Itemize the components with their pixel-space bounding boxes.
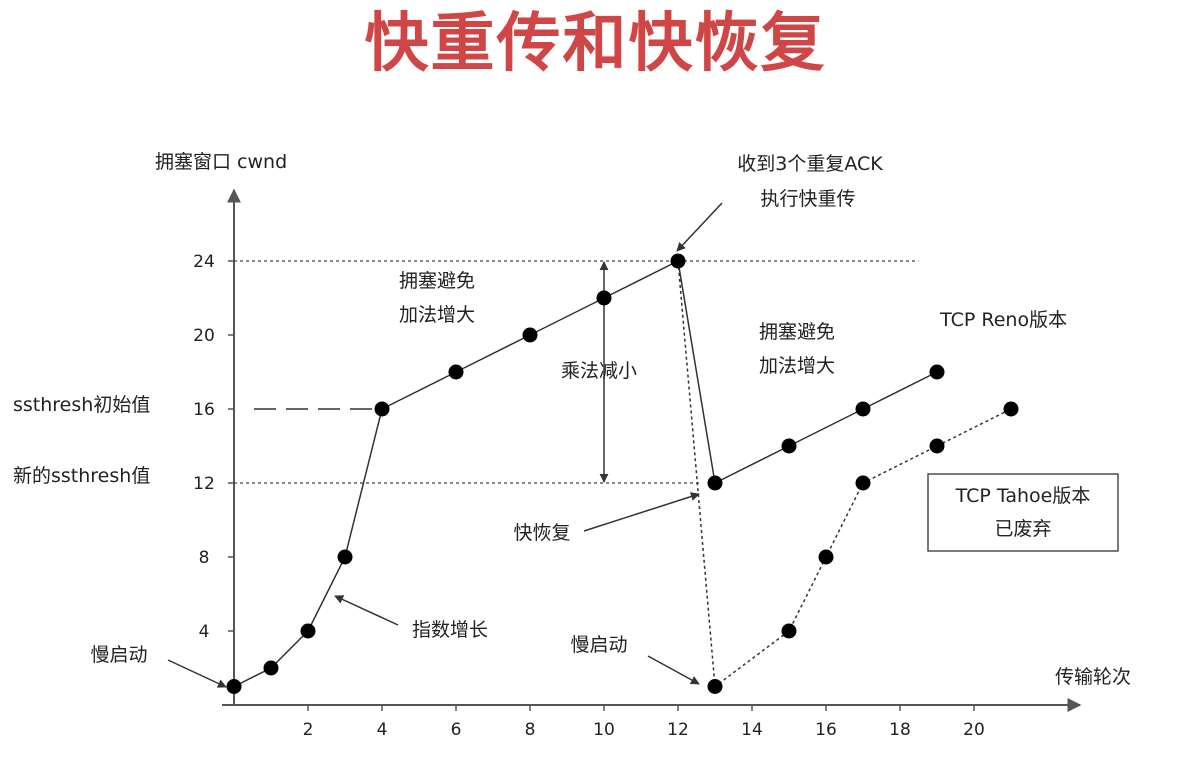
tahoe-legend-line-1: TCP Tahoe版本 <box>955 485 1091 507</box>
tahoe-legend-line-2: 已废弃 <box>994 518 1051 540</box>
reno-data-point <box>855 401 871 417</box>
ca-left-label-1: 拥塞避免 <box>399 270 475 292</box>
tahoe-legend-box <box>927 473 1119 552</box>
x-tick-label: 20 <box>963 720 985 740</box>
x-axis-label: 传输轮次 <box>1055 666 1131 688</box>
y-tick-label: 12 <box>193 474 215 494</box>
tahoe-data-point <box>818 549 834 565</box>
reno-data-point <box>596 290 612 306</box>
reno-data-point <box>374 401 390 417</box>
fast-retransmit-label: 执行快重传 <box>760 188 855 210</box>
x-tick-label: 6 <box>451 720 462 740</box>
slow-start-left-arrow <box>167 659 227 688</box>
tahoe-data-point <box>1003 401 1019 417</box>
exp-growth-arrow <box>334 595 399 626</box>
reno-data-point <box>337 549 353 565</box>
fast-recovery-arrow <box>583 492 700 532</box>
x-tick-label: 18 <box>889 720 911 740</box>
reno-data-point <box>781 438 797 454</box>
reno-series-label: TCP Reno版本 <box>939 309 1067 331</box>
tahoe-data-point <box>781 623 797 639</box>
reno-data-point <box>226 679 242 694</box>
triple-ack-arrow <box>676 202 723 252</box>
slow-start-left-label: 慢启动 <box>90 644 147 666</box>
ca-right-label-2: 加法增大 <box>759 355 835 377</box>
reno-data-point <box>300 623 316 639</box>
y-tick-label: 8 <box>199 548 210 568</box>
y-tick-label: 16 <box>193 400 215 420</box>
tahoe-data-point <box>929 438 945 454</box>
y-axis-label: 拥塞窗口 cwnd <box>155 151 287 173</box>
y-tick-label: 4 <box>199 622 210 642</box>
y-tick-label: 20 <box>193 326 215 346</box>
page-title: 快重传和快恢复 <box>364 7 827 81</box>
slow-start-right-label: 慢启动 <box>570 634 627 656</box>
x-tick-label: 12 <box>667 720 689 740</box>
triple-ack-label: 收到3个重复ACK <box>737 153 883 175</box>
data-points <box>226 253 1019 694</box>
ca-left-label-2: 加法增大 <box>399 304 475 326</box>
reno-data-point <box>448 364 464 380</box>
reno-data-point <box>670 253 686 269</box>
reno-data-point <box>263 660 279 676</box>
reno-data-point <box>929 364 945 380</box>
exp-growth-label: 指数增长 <box>412 619 488 641</box>
slow-start-right-arrow <box>647 655 700 685</box>
x-tick-label: 16 <box>815 720 837 740</box>
ssthresh-new-label: 新的ssthresh值 <box>13 465 150 487</box>
y-tick-label: 24 <box>193 252 215 272</box>
x-tick-label: 14 <box>741 720 763 740</box>
md-label: 乘法减小 <box>561 360 637 382</box>
x-tick-label: 10 <box>593 720 615 740</box>
tahoe-data-point <box>707 679 723 694</box>
fast-recovery-label: 快恢复 <box>513 522 570 544</box>
x-tick-label: 2 <box>303 720 314 740</box>
x-tick-label: 8 <box>525 720 536 740</box>
x-tick-label: 4 <box>377 720 388 740</box>
ssthresh-init-label: ssthresh初始值 <box>13 394 150 416</box>
reno-data-point <box>707 475 723 491</box>
tahoe-data-point <box>855 475 871 491</box>
ca-right-label-1: 拥塞避免 <box>759 321 835 343</box>
reno-data-point <box>522 327 538 343</box>
